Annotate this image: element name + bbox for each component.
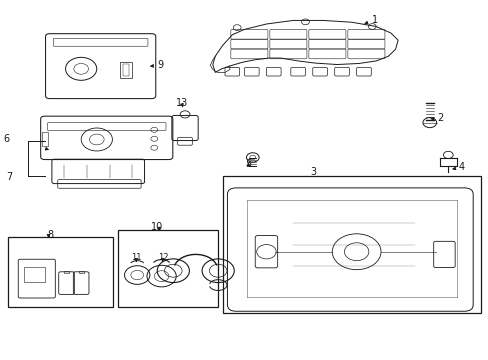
Bar: [24, 267, 44, 282]
Bar: [122, 64, 129, 76]
Bar: [120, 62, 132, 78]
Text: 3: 3: [310, 167, 316, 177]
Text: 9: 9: [158, 59, 163, 69]
Text: 10: 10: [151, 222, 163, 232]
Text: 1: 1: [371, 15, 378, 25]
Bar: [79, 271, 83, 273]
Text: 12: 12: [158, 253, 168, 262]
Bar: [118, 230, 217, 307]
Bar: [222, 176, 480, 313]
Bar: [64, 271, 69, 273]
Text: 2: 2: [436, 113, 443, 123]
Text: 8: 8: [47, 230, 53, 239]
Bar: [42, 132, 48, 146]
Text: 11: 11: [131, 253, 141, 262]
Text: 6: 6: [3, 134, 9, 144]
Text: 13: 13: [176, 98, 188, 108]
Bar: [8, 237, 113, 307]
Text: 4: 4: [457, 162, 463, 172]
Text: 5: 5: [245, 159, 251, 169]
Text: 7: 7: [6, 172, 13, 182]
